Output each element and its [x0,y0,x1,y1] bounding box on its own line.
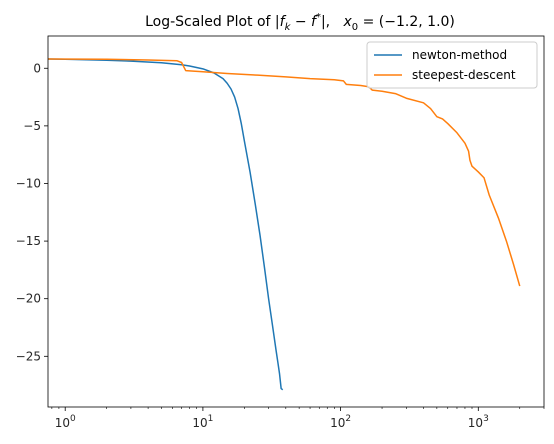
x-tick-label-0: 100 [55,414,76,430]
legend-label-steepest: steepest-descent [412,68,516,82]
y-tick-label-1: −5 [23,119,41,133]
chart-title: Log-Scaled Plot of |fk − f*|, x0 = (−1.2… [145,12,455,33]
y-tick-label-4: −20 [16,292,41,306]
x-tick-label-3: 103 [468,414,489,430]
plot-frame [47,35,545,408]
y-tick-label-5: −25 [16,349,41,363]
series-line-steepest-descent [48,58,521,287]
legend: newton-method steepest-descent [366,41,538,89]
x-tick-label-1: 101 [192,414,213,430]
legend-box [366,41,538,89]
series-line-newton-method [48,58,284,391]
ticks-layer: 100 101 102 103 0 −5 −10 −15 −20 −25 [16,61,545,430]
y-tick-label-3: −15 [16,234,41,248]
series-layer [48,58,521,391]
y-tick-label-0: 0 [33,61,41,75]
y-tick-label-2: −10 [16,176,41,190]
x-tick-label-2: 102 [330,414,351,430]
legend-label-newton: newton-method [412,48,507,62]
